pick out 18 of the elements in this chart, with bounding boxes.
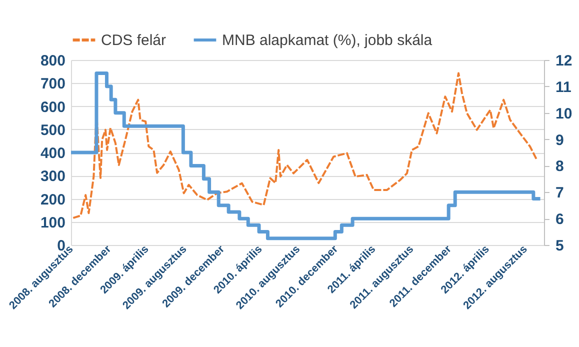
y2-tick-label: 12 — [556, 52, 572, 70]
y2-tick-label: 10 — [556, 105, 572, 122]
legend-label: CDS felár — [101, 32, 166, 49]
y-tick-label: 500 — [40, 122, 66, 139]
y2-tick-label: 7 — [556, 184, 564, 202]
legend-label: MNB alapkamat (%), jobb skála — [222, 32, 433, 49]
y-tick-label: 800 — [40, 52, 66, 70]
y-tick-label: 700 — [40, 76, 66, 93]
y2-tick-label: 5 — [556, 238, 564, 254]
y2-tick-label: 8 — [556, 158, 564, 176]
y-tick-label: 300 — [40, 168, 66, 186]
y-tick-label: 200 — [40, 191, 66, 208]
y2-tick-label: 6 — [556, 211, 564, 228]
y2-tick-label: 11 — [556, 78, 572, 96]
y-tick-label: 400 — [40, 145, 66, 162]
y-tick-label: 100 — [40, 214, 66, 232]
y-tick-label: 600 — [40, 98, 66, 116]
y2-tick-label: 9 — [556, 132, 564, 149]
